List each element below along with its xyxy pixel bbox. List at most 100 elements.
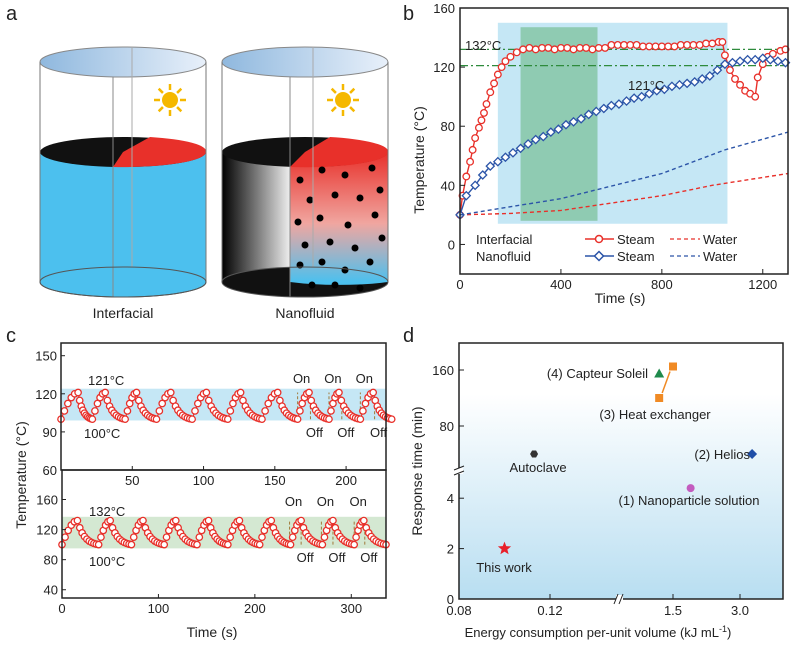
data-point: [61, 533, 69, 542]
double-arrow: [661, 371, 671, 394]
label-nanofluid: Nanofluid: [275, 305, 334, 321]
panel-label-a: a: [6, 3, 18, 25]
x-tick-label: 50: [125, 473, 139, 488]
data-point: [188, 415, 196, 424]
data-point: [258, 415, 266, 424]
data-point: [664, 42, 673, 51]
data-point: [139, 516, 147, 525]
nanofluid-cylinder: [221, 46, 389, 298]
data-point-diamond: [747, 449, 758, 459]
data-point: [772, 56, 783, 67]
sun-disc: [162, 92, 178, 108]
data-point-square: [669, 362, 677, 371]
panel-label-d: d: [403, 325, 414, 347]
data-point: [667, 81, 677, 92]
data-point: [193, 399, 202, 408]
data-point: [352, 533, 360, 542]
data-point: [606, 100, 617, 111]
x-tick-label: 3.0: [731, 603, 749, 618]
chart-b: 0 400 800 1200 0 40 80 120 160: [433, 1, 791, 292]
nanoparticle: [368, 164, 376, 172]
data-point: [538, 131, 549, 142]
data-point: [267, 516, 276, 525]
data-point: [492, 156, 503, 167]
data-point: [88, 415, 97, 424]
b-x-axis-label: Time (s): [595, 290, 646, 306]
data-point: [519, 45, 528, 54]
sun-ray: [176, 106, 183, 113]
data-point: [235, 516, 244, 525]
data-point: [525, 43, 534, 52]
y-axis-break-mark: [453, 465, 465, 476]
point-label: (3) Heat exchanger: [599, 407, 711, 422]
sun-ray: [349, 87, 356, 94]
off-label: Off: [370, 425, 387, 440]
data-point: [369, 388, 378, 397]
data-point: [644, 88, 655, 99]
on-label: On: [324, 371, 341, 386]
sun-ray: [157, 87, 164, 94]
data-point: [753, 73, 762, 82]
data-point: [568, 116, 579, 127]
y-tick-label: 80: [44, 553, 58, 568]
data-point: [471, 134, 480, 142]
off-label: Off: [306, 425, 323, 440]
data-point: [132, 388, 141, 397]
legend-water-interfacial: Water: [703, 232, 738, 247]
nanoparticles: [294, 164, 386, 292]
y-tick-label: 80: [441, 119, 455, 134]
data-point: [74, 388, 82, 397]
data-point: [101, 388, 110, 397]
c-top-annotation-min: 100°C: [84, 426, 120, 441]
data-point: [638, 42, 647, 51]
x-axis-break-mark: [613, 593, 624, 605]
y-tick-label: 0: [447, 592, 454, 607]
data-point: [480, 108, 488, 117]
x-tick-label: 300: [340, 601, 362, 616]
x-axis-break: [616, 595, 623, 603]
data-point: [204, 516, 213, 525]
data-point: [689, 76, 700, 87]
data-point: [613, 40, 622, 49]
data-point: [329, 516, 337, 525]
panel-label-c: c: [6, 325, 16, 347]
data-point: [73, 516, 82, 525]
data-point: [632, 40, 641, 49]
data-point: [569, 45, 578, 54]
data-point: [121, 415, 129, 424]
data-point: [482, 100, 491, 109]
data-point: [591, 106, 602, 117]
data-point: [286, 540, 295, 549]
data-point: [160, 540, 169, 549]
data-point: [720, 51, 729, 60]
data-point: [576, 113, 587, 124]
data-point: [123, 407, 132, 415]
data-point: [356, 415, 365, 424]
off-label: Off: [297, 550, 314, 565]
data-point: [193, 540, 201, 549]
x-tick-label: 200: [244, 601, 266, 616]
nanoparticle: [308, 281, 316, 289]
data-point: [171, 516, 180, 525]
data-point: [702, 39, 710, 48]
nanoparticle: [318, 258, 326, 266]
data-point: [601, 43, 610, 52]
on-label: On: [285, 494, 302, 509]
data-point: [350, 540, 359, 549]
nanoparticle: [294, 218, 302, 226]
data-point: [506, 52, 515, 61]
data-point: [676, 40, 685, 49]
data-point: [327, 407, 335, 415]
nanoparticle: [331, 281, 339, 289]
data-point: [60, 407, 69, 415]
data-point: [726, 66, 734, 75]
data-point: [359, 516, 368, 525]
data-point: [645, 42, 654, 51]
x-tick-label: 0.12: [537, 603, 562, 618]
nanoparticle: [316, 214, 324, 222]
data-point: [620, 40, 628, 49]
data-point: [97, 533, 105, 542]
data-point: [538, 43, 546, 52]
data-point: [293, 415, 302, 424]
data-point: [718, 38, 727, 46]
